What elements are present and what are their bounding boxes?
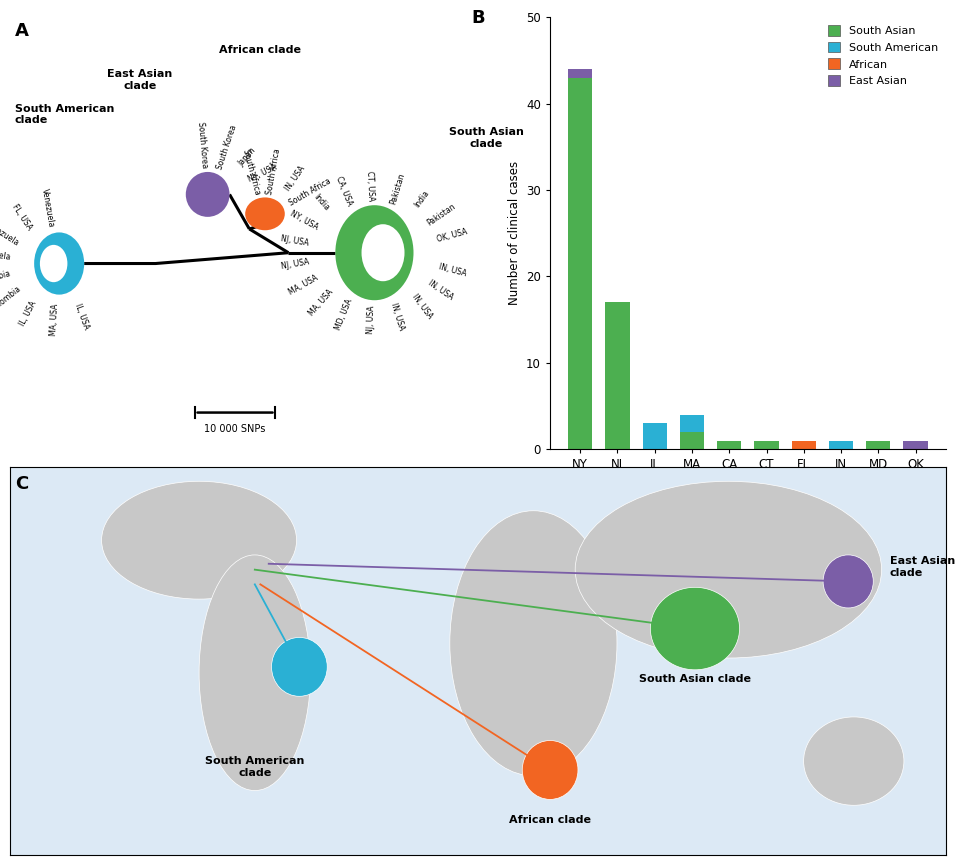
- Text: East Asian
clade: East Asian clade: [107, 69, 173, 91]
- Bar: [717, 441, 741, 449]
- Text: South Korea: South Korea: [196, 122, 209, 168]
- Bar: [755, 441, 779, 449]
- Text: South Asian
clade: South Asian clade: [449, 128, 524, 149]
- Bar: [680, 432, 704, 449]
- Text: NY, USA: NY, USA: [289, 209, 319, 232]
- Text: South Asian clade: South Asian clade: [639, 674, 751, 683]
- Bar: [829, 441, 853, 449]
- Text: NJ, USA: NJ, USA: [366, 305, 375, 334]
- Text: B: B: [471, 9, 484, 27]
- Text: IN, USA: IN, USA: [410, 293, 434, 321]
- Text: Pakistan: Pakistan: [426, 202, 457, 228]
- Text: IL, USA: IL, USA: [73, 302, 91, 330]
- Text: A: A: [14, 22, 29, 40]
- Bar: [605, 302, 629, 449]
- Ellipse shape: [186, 172, 230, 217]
- Text: South Africa: South Africa: [265, 148, 283, 195]
- Ellipse shape: [101, 481, 296, 599]
- Text: Japan: Japan: [237, 146, 258, 168]
- Text: Pakistan: Pakistan: [389, 172, 406, 206]
- Y-axis label: Number of clinical cases: Number of clinical cases: [508, 162, 520, 305]
- Text: CA, USA: CA, USA: [334, 175, 354, 206]
- Text: South American
clade: South American clade: [14, 104, 114, 125]
- Ellipse shape: [823, 555, 873, 608]
- Text: IN, USA: IN, USA: [427, 279, 455, 302]
- Text: African clade: African clade: [219, 45, 301, 54]
- Text: FL, USA: FL, USA: [10, 202, 34, 232]
- Ellipse shape: [271, 638, 327, 696]
- Bar: [568, 69, 593, 78]
- Ellipse shape: [336, 206, 413, 301]
- Text: African clade: African clade: [510, 815, 592, 825]
- Text: South Africa: South Africa: [288, 176, 333, 208]
- Text: MD, USA: MD, USA: [334, 298, 354, 332]
- Ellipse shape: [575, 481, 882, 658]
- Bar: [680, 415, 704, 432]
- Text: South Korea: South Korea: [215, 124, 238, 171]
- Ellipse shape: [450, 511, 617, 776]
- Legend: South Asian, South American, African, East Asian: South Asian, South American, African, Ea…: [823, 21, 943, 91]
- Text: Colombia: Colombia: [0, 284, 23, 314]
- Text: C: C: [15, 475, 29, 493]
- Ellipse shape: [650, 588, 739, 670]
- Text: IN, USA: IN, USA: [437, 262, 467, 278]
- Text: East Asian
clade: East Asian clade: [890, 556, 955, 577]
- Text: NJ, USA: NJ, USA: [280, 257, 310, 270]
- Text: India: India: [413, 188, 431, 209]
- Text: OK, USA: OK, USA: [436, 227, 469, 244]
- Text: MA, USA: MA, USA: [307, 288, 335, 318]
- Text: Venezuela: Venezuela: [40, 188, 55, 228]
- Bar: [568, 78, 593, 449]
- Bar: [643, 423, 667, 449]
- Text: IL, USA: IL, USA: [17, 299, 38, 327]
- Text: Colombia: Colombia: [0, 269, 13, 287]
- Text: South American
clade: South American clade: [206, 756, 305, 778]
- Text: Venezuela: Venezuela: [0, 219, 21, 248]
- Text: NY, USA: NY, USA: [246, 162, 278, 184]
- Text: South Africa: South Africa: [241, 149, 262, 196]
- Text: IN, USA: IN, USA: [389, 302, 406, 332]
- Ellipse shape: [245, 197, 285, 230]
- Ellipse shape: [34, 232, 84, 295]
- Text: NJ, USA: NJ, USA: [280, 235, 310, 248]
- Bar: [791, 441, 815, 449]
- Text: CT, USA: CT, USA: [366, 170, 376, 201]
- Ellipse shape: [362, 224, 404, 282]
- Ellipse shape: [522, 740, 578, 799]
- Bar: [867, 441, 891, 449]
- Text: IN, USA: IN, USA: [283, 164, 307, 193]
- Text: 10 000 SNPs: 10 000 SNPs: [205, 424, 265, 434]
- Text: MA, USA: MA, USA: [288, 274, 320, 297]
- Bar: [903, 441, 927, 449]
- Text: MA, USA: MA, USA: [49, 303, 60, 336]
- Ellipse shape: [804, 717, 904, 805]
- Ellipse shape: [199, 555, 311, 791]
- Text: India: India: [312, 193, 331, 213]
- Ellipse shape: [40, 245, 68, 283]
- Text: Venezuela: Venezuela: [0, 247, 13, 263]
